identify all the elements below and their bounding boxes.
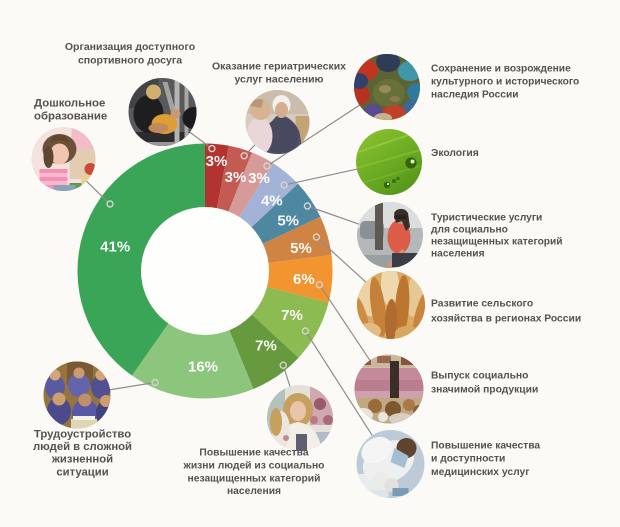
svg-text:образование: образование xyxy=(34,111,107,123)
svg-text:Развитие сельского: Развитие сельского xyxy=(431,299,533,310)
svg-text:жизненной: жизненной xyxy=(51,454,113,466)
svg-text:Повышение качества: Повышение качества xyxy=(431,441,540,452)
svg-text:и доступности: и доступности xyxy=(431,454,505,465)
svg-text:5%: 5% xyxy=(277,213,299,230)
svg-text:людей в сложной: людей в сложной xyxy=(33,441,132,453)
svg-text:значимой продукции: значимой продукции xyxy=(431,385,538,396)
svg-text:незащищенных категорий: незащищенных категорий xyxy=(188,474,321,485)
svg-text:3%: 3% xyxy=(248,170,270,187)
svg-text:3%: 3% xyxy=(225,169,247,186)
svg-text:наследия России: наследия России xyxy=(431,90,518,101)
svg-text:7%: 7% xyxy=(255,337,277,354)
svg-text:41%: 41% xyxy=(100,238,130,255)
svg-text:Повышение качества: Повышение качества xyxy=(199,448,308,459)
svg-text:Туристические услуги: Туристические услуги xyxy=(431,213,542,224)
svg-text:Экология: Экология xyxy=(431,148,479,159)
svg-text:культурного и исторического: культурного и исторического xyxy=(431,77,579,88)
svg-text:для социально: для социально xyxy=(431,225,508,236)
svg-text:Дошкольное: Дошкольное xyxy=(34,98,105,110)
svg-text:7%: 7% xyxy=(281,307,303,324)
svg-text:Выпуск социально: Выпуск социально xyxy=(431,371,528,382)
svg-text:Сохранение и возрождение: Сохранение и возрождение xyxy=(431,64,571,75)
svg-text:ситуации: ситуации xyxy=(56,467,108,479)
svg-text:3%: 3% xyxy=(206,153,228,170)
svg-text:незащищенных категорий: незащищенных категорий xyxy=(431,237,563,248)
svg-text:Организация доступного: Организация доступного xyxy=(65,41,195,53)
svg-text:16%: 16% xyxy=(188,358,218,375)
svg-text:6%: 6% xyxy=(293,271,315,288)
svg-text:хозяйства в регионах России: хозяйства в регионах России xyxy=(431,314,581,325)
svg-text:спортивного досуга: спортивного досуга xyxy=(78,55,182,67)
svg-text:жизни людей из социально: жизни людей из социально xyxy=(183,461,325,472)
svg-text:услуг населению: услуг населению xyxy=(234,74,323,86)
svg-text:5%: 5% xyxy=(290,240,312,257)
svg-text:4%: 4% xyxy=(261,193,283,210)
svg-text:Оказание гериатрических: Оказание гериатрических xyxy=(212,61,346,73)
svg-text:Трудоустройство: Трудоустройство xyxy=(34,429,131,441)
svg-text:населения: населения xyxy=(227,486,281,497)
svg-text:медицинских услуг: медицинских услуг xyxy=(431,467,530,478)
svg-text:населения: населения xyxy=(431,249,485,260)
